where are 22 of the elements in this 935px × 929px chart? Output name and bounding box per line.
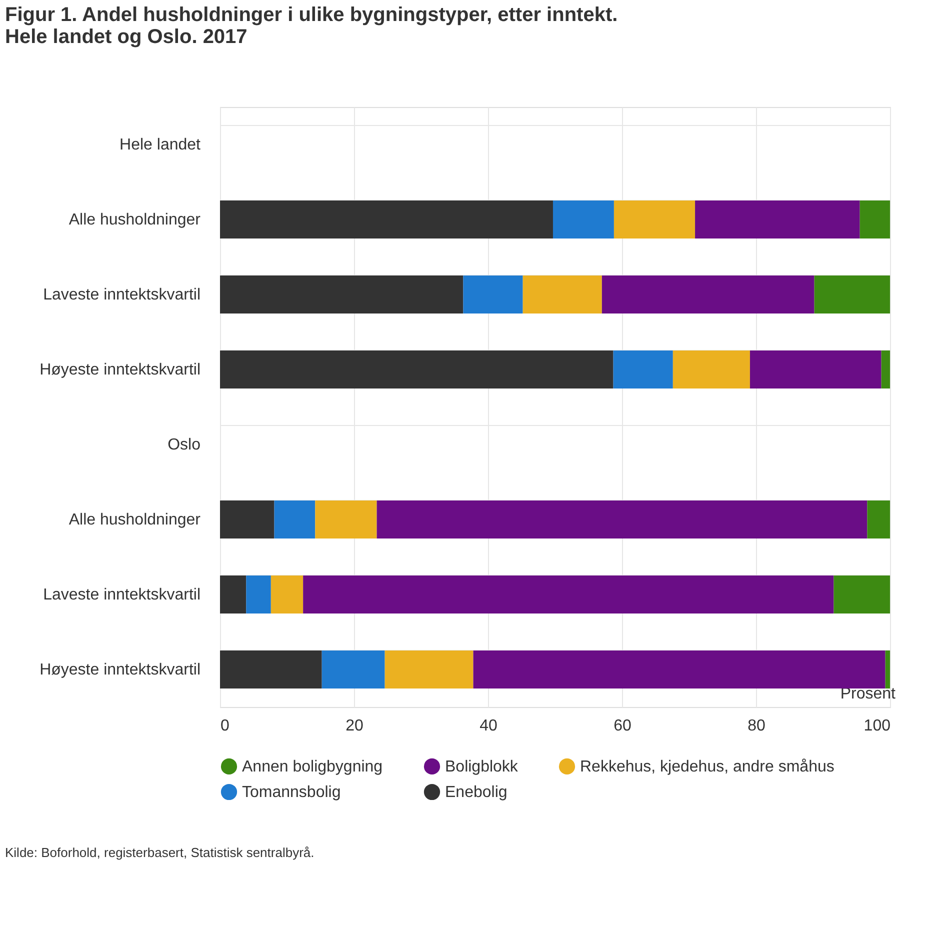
y-tick-label: Alle husholdninger	[68, 212, 202, 228]
y-tick-label: Høyeste inntektskvartil	[40, 662, 200, 678]
x-tick-label: 60	[614, 718, 632, 734]
x-tick-label: 100	[864, 718, 891, 734]
legend-label: Rekkehus, kjedehus, andre småhus	[580, 758, 834, 776]
x-tick-label: 40	[480, 718, 498, 734]
x-axis-title: Prosent	[840, 686, 896, 702]
text: Kilde: Boforhold, registerbasert, Statistisk sentralbyrå.	[5, 845, 314, 860]
x-tick-label: 80	[748, 718, 766, 734]
y-tick-label: Laveste inntektskvartil	[43, 286, 200, 304]
x-tick-label: 0	[220, 718, 230, 734]
legend-label: Annen boligbygning	[242, 758, 383, 776]
y-tick-label: Laveste inntektskvartil	[43, 586, 200, 604]
y-tick-label: Hele landet	[120, 136, 202, 154]
chart-title: Figur 1. Andel husholdninger i ulike bygningstyper, etter inntekt. Hele landet og Oslo. 2017	[5, 4, 618, 48]
legend-label: Boligblokk	[445, 758, 519, 776]
legend-label: Tomannsbolig	[242, 784, 341, 801]
x-tick-label: 20	[346, 718, 364, 734]
y-tick-label: Høyeste inntektskvartil	[40, 362, 200, 378]
y-tick-label: Oslo	[168, 436, 201, 454]
legend-label: Enebolig	[445, 784, 508, 801]
y-tick-label: Alle husholdninger	[68, 512, 202, 528]
